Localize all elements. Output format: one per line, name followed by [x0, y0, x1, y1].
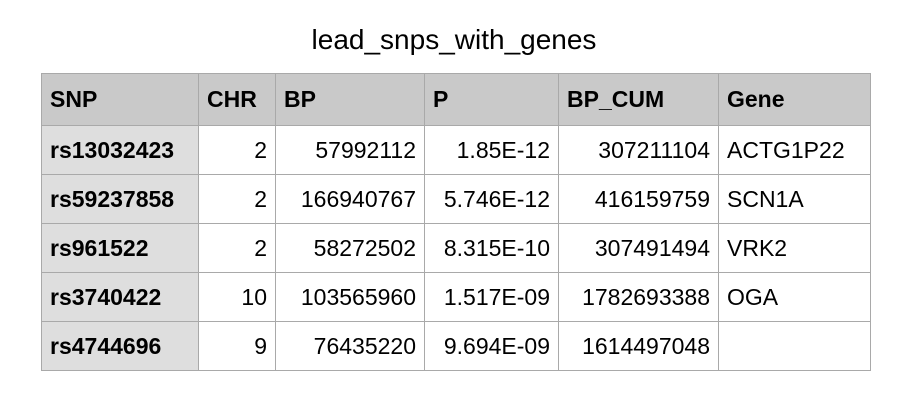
cell-chr[interactable]: 9 — [198, 321, 276, 371]
column-header-bp[interactable]: BP — [275, 73, 425, 126]
sheet-title: lead_snps_with_genes — [311, 24, 597, 55]
cell-p[interactable]: 5.746E-12 — [424, 174, 559, 224]
cell-bp[interactable]: 166940767 — [275, 174, 425, 224]
table-row: rs961522 2 58272502 8.315E-10 307491494 … — [41, 223, 871, 273]
data-table: SNP CHR BP P BP_CUM Gene rs13032423 2 57… — [41, 73, 871, 371]
cell-bp[interactable]: 76435220 — [275, 321, 425, 371]
table-row: rs4744696 9 76435220 9.694E-09 161449704… — [41, 321, 871, 371]
cell-bp-cum[interactable]: 1614497048 — [558, 321, 719, 371]
table-row: rs13032423 2 57992112 1.85E-12 307211104… — [41, 125, 871, 175]
column-header-gene[interactable]: Gene — [718, 73, 871, 126]
column-header-p[interactable]: P — [424, 73, 559, 126]
cell-bp-cum[interactable]: 307491494 — [558, 223, 719, 273]
cell-p[interactable]: 9.694E-09 — [424, 321, 559, 371]
cell-bp-cum[interactable]: 416159759 — [558, 174, 719, 224]
cell-gene[interactable]: SCN1A — [718, 174, 871, 224]
cell-snp[interactable]: rs13032423 — [41, 125, 199, 175]
cell-p[interactable]: 1.517E-09 — [424, 272, 559, 322]
cell-p[interactable]: 1.85E-12 — [424, 125, 559, 175]
header-row: SNP CHR BP P BP_CUM Gene — [41, 73, 871, 126]
cell-gene[interactable]: ACTG1P22 — [718, 125, 871, 175]
cell-chr[interactable]: 10 — [198, 272, 276, 322]
cell-chr[interactable]: 2 — [198, 223, 276, 273]
cell-bp-cum[interactable]: 307211104 — [558, 125, 719, 175]
cell-snp[interactable]: rs59237858 — [41, 174, 199, 224]
cell-bp[interactable]: 57992112 — [275, 125, 425, 175]
cell-bp[interactable]: 103565960 — [275, 272, 425, 322]
cell-gene[interactable]: VRK2 — [718, 223, 871, 273]
cell-gene[interactable]: OGA — [718, 272, 871, 322]
column-header-chr[interactable]: CHR — [198, 73, 276, 126]
cell-bp[interactable]: 58272502 — [275, 223, 425, 273]
cell-snp[interactable]: rs3740422 — [41, 272, 199, 322]
table-row: rs3740422 10 103565960 1.517E-09 1782693… — [41, 272, 871, 322]
cell-snp[interactable]: rs4744696 — [41, 321, 199, 371]
column-header-bp-cum[interactable]: BP_CUM — [558, 73, 719, 126]
table-row: rs59237858 2 166940767 5.746E-12 4161597… — [41, 174, 871, 224]
cell-p[interactable]: 8.315E-10 — [424, 223, 559, 273]
cell-bp-cum[interactable]: 1782693388 — [558, 272, 719, 322]
column-header-snp[interactable]: SNP — [41, 73, 199, 126]
cell-gene[interactable] — [718, 321, 871, 371]
cell-snp[interactable]: rs961522 — [41, 223, 199, 273]
cell-chr[interactable]: 2 — [198, 125, 276, 175]
cell-chr[interactable]: 2 — [198, 174, 276, 224]
